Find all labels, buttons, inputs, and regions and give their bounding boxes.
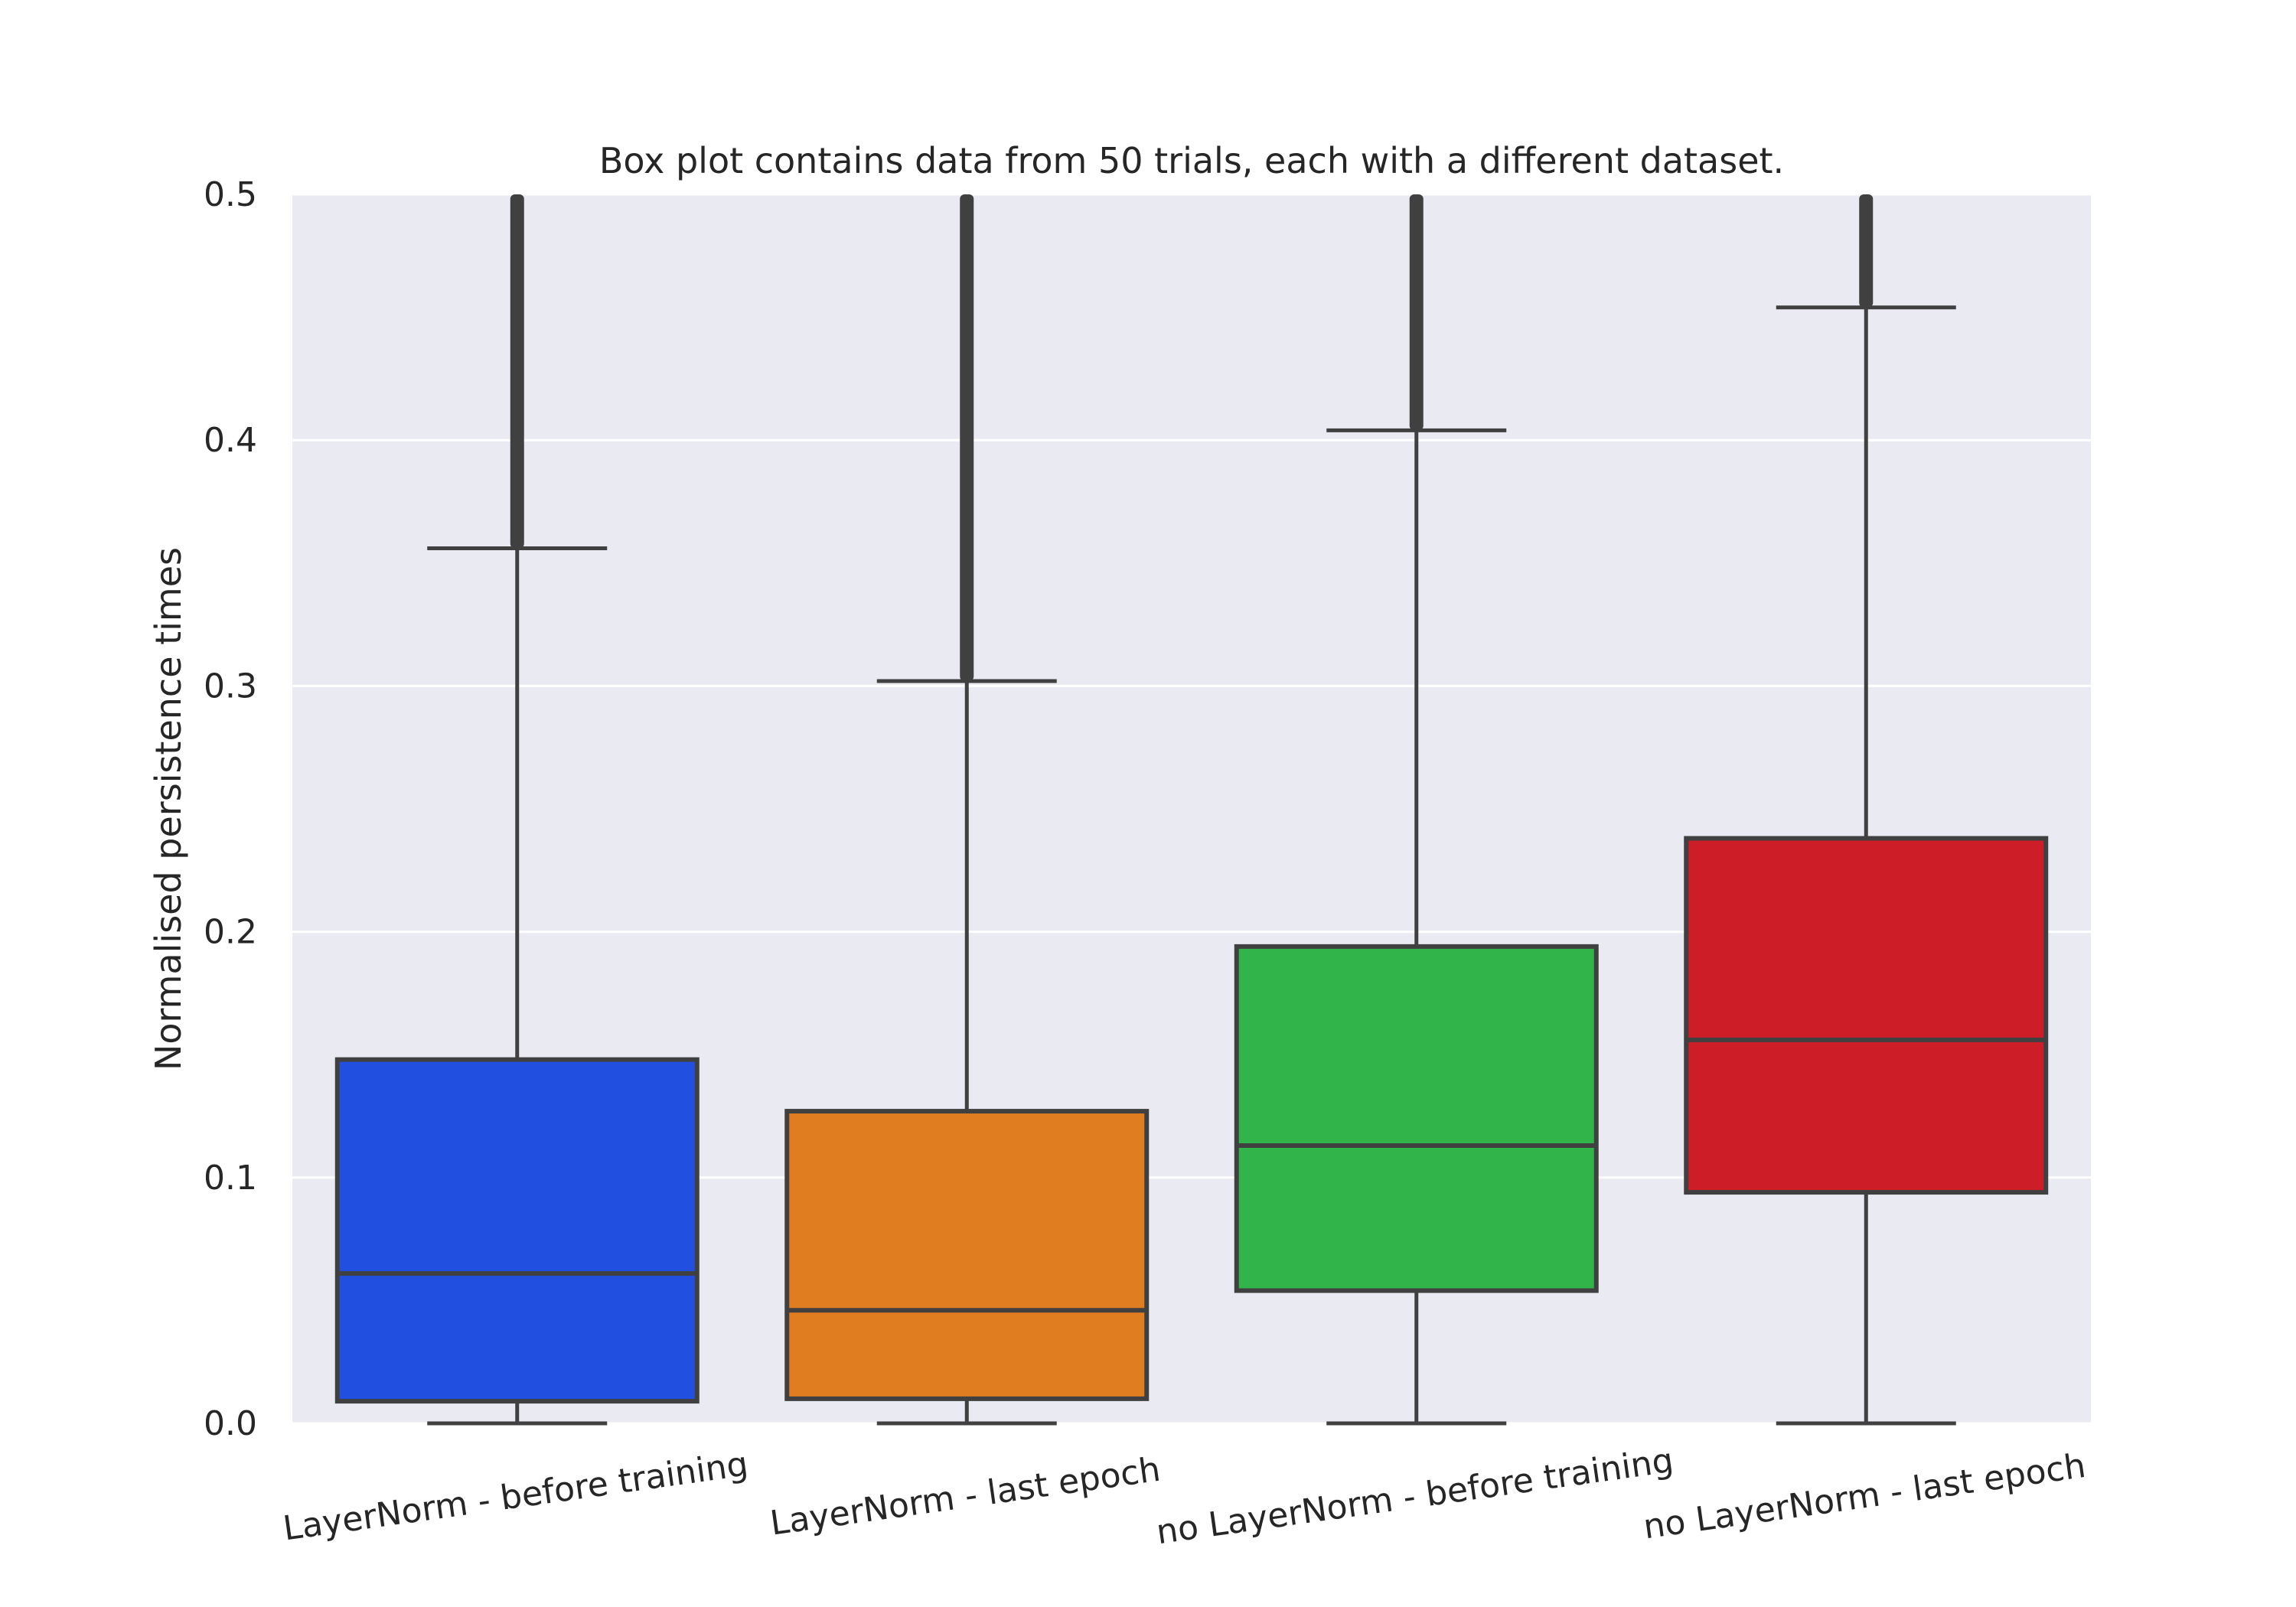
outlier-points [960, 194, 974, 681]
x-tick-label: LayerNorm - last epoch [768, 1450, 1163, 1543]
iqr-box [1684, 836, 2049, 1195]
y-tick-label: 0.4 [204, 421, 257, 460]
y-tick-label: 0.2 [204, 913, 257, 952]
y-tick-label: 0.3 [204, 667, 257, 706]
chart-title: Box plot contains data from 50 trials, e… [599, 140, 1784, 181]
y-tick-label: 0.5 [204, 175, 257, 214]
box-4 [1684, 194, 2049, 1426]
iqr-box [784, 1109, 1150, 1401]
y-axis-label: Normalised persistence times [148, 547, 189, 1071]
boxes [334, 194, 2049, 1426]
box-3 [1234, 194, 1599, 1426]
outlier-points [1859, 194, 1874, 308]
outlier-points [1409, 194, 1424, 431]
outlier-points [510, 194, 524, 549]
y-tick-label: 0.1 [204, 1159, 257, 1198]
x-axis-categories: LayerNorm - before training LayerNorm - l… [281, 1441, 2088, 1552]
x-tick-label: LayerNorm - before training [281, 1445, 751, 1549]
iqr-box [1234, 944, 1599, 1293]
y-tick-label: 0.0 [204, 1404, 257, 1443]
box-1 [334, 194, 700, 1426]
y-axis-ticks: 0.0 0.1 0.2 0.3 0.4 0.5 [204, 175, 257, 1443]
x-tick-label: no LayerNorm - last epoch [1641, 1446, 2088, 1547]
box-2 [784, 194, 1150, 1426]
x-tick-label: no LayerNorm - before training [1154, 1441, 1676, 1552]
iqr-box [334, 1057, 700, 1404]
